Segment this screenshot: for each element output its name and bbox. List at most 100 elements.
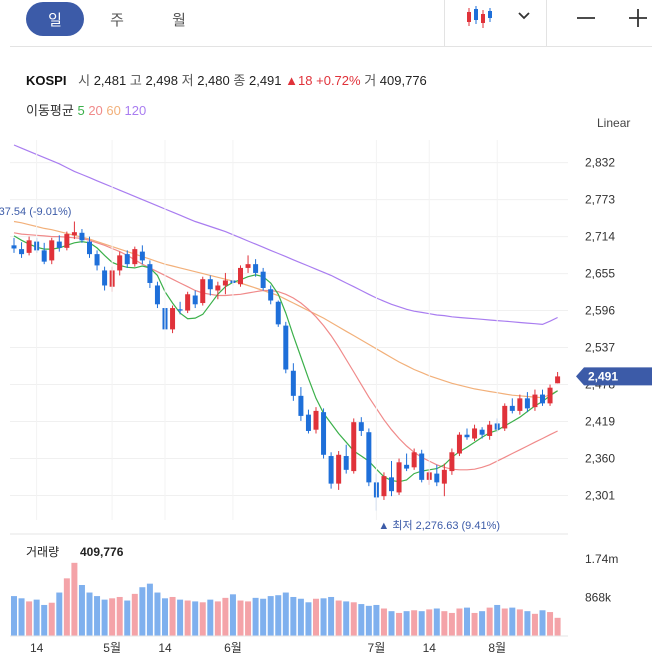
ma-legend: 이동평균 5 20 60 120 (26, 100, 146, 119)
candle-body (404, 464, 410, 469)
tab-month[interactable]: 월 (172, 11, 186, 29)
x-tick-label: 14 (30, 641, 44, 655)
volume-bar (343, 601, 350, 636)
candle-body (328, 456, 334, 484)
candle-body (124, 254, 130, 265)
toolbar-divider (546, 0, 547, 46)
candlestick-icon[interactable] (462, 2, 496, 32)
candle-body (222, 280, 228, 286)
min-price-annotation: ▲ 최저 2,276.63 (9.41%) (378, 519, 500, 532)
candle-body (87, 241, 92, 255)
candle-body (343, 456, 349, 470)
volume-bar (305, 602, 312, 636)
volume-bar (411, 610, 418, 636)
volume-bar (11, 596, 17, 636)
volume-bar (448, 612, 455, 636)
volume-bar (350, 602, 357, 636)
ma-120: 120 (124, 103, 147, 118)
candle-body (449, 452, 455, 472)
plus-icon[interactable] (626, 6, 650, 30)
candle-body (373, 482, 379, 498)
volume-bar (94, 596, 101, 636)
candle-body (19, 249, 25, 255)
last-price-tag (576, 367, 652, 386)
volume-label: 거 (364, 73, 377, 88)
volume-bar (154, 592, 161, 636)
candle-body (555, 376, 561, 384)
volume-bar (267, 596, 274, 636)
volume-bar (396, 612, 403, 636)
y-tick-label: 2,773 (585, 193, 615, 207)
toolbar-border (10, 46, 652, 47)
volume-bar (56, 592, 63, 636)
volume-bar (116, 596, 123, 636)
ma-20: 20 (88, 103, 103, 118)
candle-body (411, 452, 417, 468)
volume-bar (320, 598, 327, 636)
candle-body (336, 454, 342, 484)
volume-bar (245, 601, 252, 636)
candle-body (64, 234, 70, 248)
candle-body (351, 422, 357, 472)
period-tabs: 일 주 월 (26, 2, 212, 36)
candle-body (434, 473, 440, 483)
ma-5: 5 (77, 103, 85, 118)
y-tick-label: 2,360 (585, 452, 615, 466)
candle-body (547, 387, 553, 404)
x-tick-label: 7월 (368, 641, 386, 655)
volume-bar (177, 599, 184, 636)
volume-bar (199, 602, 206, 636)
volume-bar (184, 600, 191, 636)
candle-body (71, 232, 77, 236)
candle-body (441, 469, 447, 484)
max-price-annotation: ▼ 최고 2,737.54 (-9.01%) (0, 205, 71, 218)
candle-body (366, 432, 372, 483)
change-value: 18 (298, 73, 313, 88)
minus-icon[interactable] (574, 6, 598, 30)
volume-value: 409,776 (379, 73, 427, 88)
volume-bar (335, 600, 342, 636)
candle-body (290, 370, 296, 396)
volume-bar (456, 608, 463, 636)
volume-bar (229, 594, 236, 636)
volume-bar (418, 611, 425, 636)
candle-body (79, 232, 85, 241)
candle-body (26, 240, 32, 253)
candle-body (49, 240, 55, 261)
candle-body (192, 295, 198, 305)
volume-bar (464, 607, 470, 636)
candle-body (117, 255, 123, 271)
candle-body (396, 462, 402, 493)
volume-bar (78, 585, 85, 636)
volume-bar (471, 612, 478, 636)
tab-day[interactable]: 일 (26, 2, 84, 36)
candle-body (321, 412, 327, 455)
candle-body (313, 410, 319, 430)
scale-toggle[interactable]: Linear (597, 116, 631, 130)
ma20-line (13, 232, 558, 471)
y-tick-label: 2,478 (585, 378, 615, 392)
ma-60: 60 (106, 103, 121, 118)
x-tick-label: 8월 (488, 641, 506, 655)
y-tick-label: 2,655 (585, 267, 615, 281)
chevron-down-icon[interactable] (514, 6, 534, 26)
volume-bar (26, 601, 33, 636)
volume-title: 거래량 (26, 545, 59, 559)
volume-bar (48, 602, 55, 636)
candle-body (230, 280, 236, 283)
volume-bar (494, 604, 501, 636)
y-tick-label: 2,714 (585, 230, 615, 244)
candle-body (419, 453, 425, 480)
volume-bar (131, 593, 138, 636)
candle-body (139, 251, 145, 261)
tab-week[interactable]: 주 (110, 11, 124, 29)
volume-bar (486, 607, 493, 636)
candle-body (305, 414, 311, 431)
candle-body (358, 422, 364, 431)
candle-body (41, 250, 47, 262)
candle-body (238, 267, 243, 285)
candle-body (464, 434, 470, 438)
volume-bar (86, 592, 93, 636)
candle-body (260, 271, 266, 288)
candle-body (177, 309, 183, 311)
